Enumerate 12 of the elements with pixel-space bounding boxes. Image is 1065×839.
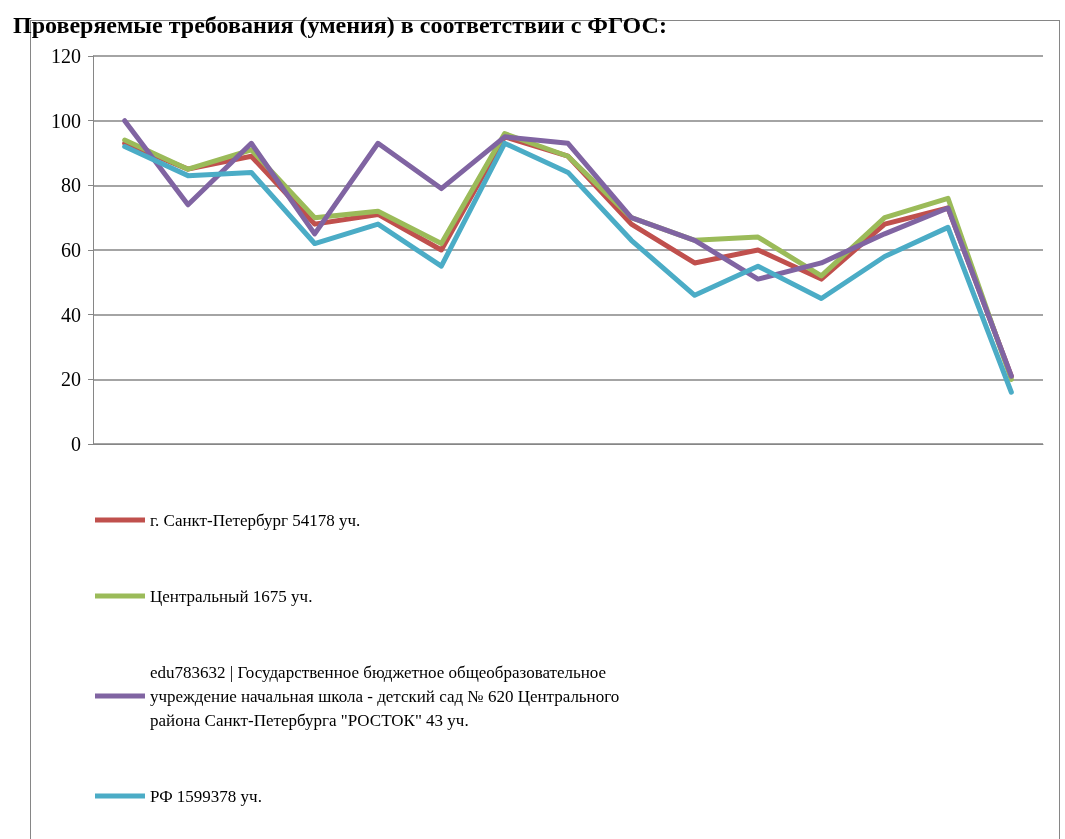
legend-label: edu783632 | Государственное бюджетное общеобразовательное учреждение начальная школа - детский сад № 620 Центрального района Санкт-Петербурга "РОСТОК" 43 уч. [150, 662, 624, 730]
y-tick-label: 40 [61, 303, 81, 326]
legend-label: г. Санкт-Петербург 54178 уч. [150, 510, 361, 530]
y-tick-label: 20 [61, 368, 81, 391]
y-tick-label: 120 [51, 45, 81, 67]
y-tick-label: 60 [61, 239, 81, 261]
chart-title: Проверяемые требования (умения) в соответствии с ФГОС: [13, 12, 667, 38]
legend-label: РФ 1599378 уч. [150, 786, 262, 806]
legend-label: Центральный 1675 уч. [150, 586, 313, 606]
y-tick-label: 0 [71, 433, 81, 455]
y-tick-label: 80 [61, 174, 81, 197]
y-tick-label: 100 [51, 109, 81, 132]
